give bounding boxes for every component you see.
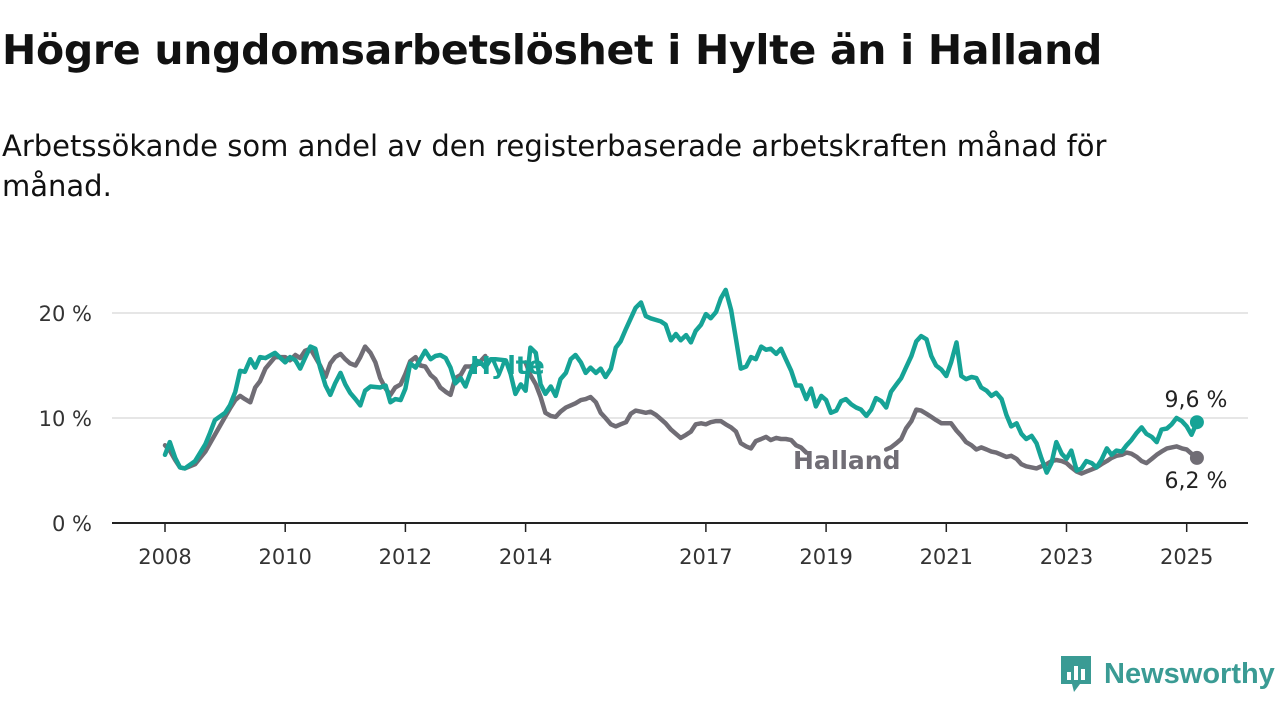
- x-tick-label: 2025: [1160, 545, 1213, 569]
- newsworthy-logo: Newsworthy: [1058, 654, 1275, 694]
- x-tick-label: 2008: [138, 545, 191, 569]
- series-lines: [162, 287, 1204, 476]
- halland-series-label: Halland: [793, 446, 901, 475]
- x-tick-label: 2012: [379, 545, 432, 569]
- gridlines: [112, 312, 1248, 419]
- brand-name: Newsworthy: [1104, 657, 1275, 690]
- hylte-series-label: Hylte: [470, 351, 545, 380]
- newsworthy-icon: [1061, 656, 1091, 692]
- chart-title: Högre ungdomsarbetslöshet i Hylte än i H…: [2, 26, 1103, 74]
- halland-line: [883, 407, 1200, 476]
- x-tick-label: 2023: [1040, 545, 1093, 569]
- chart-subtitle: Arbetssökande som andel av den registerb…: [2, 129, 1107, 203]
- y-tick-label: 20 %: [39, 302, 92, 326]
- halland-line: [523, 360, 809, 455]
- halland-end-value: 6,2 %: [1165, 469, 1228, 494]
- hylte-line: [162, 287, 1200, 475]
- x-tick-label: 2021: [920, 545, 973, 569]
- halland-end-point: [1189, 450, 1204, 465]
- halland-line: [162, 344, 488, 471]
- hylte-end-point: [1189, 415, 1204, 430]
- x-tick-label: 2019: [799, 545, 852, 569]
- y-tick-label: 10 %: [39, 407, 92, 431]
- series-labels: Hylte Halland 9,6 % 6,2 %: [470, 351, 1227, 494]
- x-tick-label: 2010: [258, 545, 311, 569]
- x-tick-label: 2017: [679, 545, 732, 569]
- axes: 0 % 10 % 20 % 2008 2010 2012 2014 2017 2019 2021 2…: [39, 302, 1248, 569]
- x-tick-label: 2014: [499, 545, 552, 569]
- hylte-end-value: 9,6 %: [1165, 388, 1228, 413]
- y-tick-label: 0 %: [52, 512, 92, 536]
